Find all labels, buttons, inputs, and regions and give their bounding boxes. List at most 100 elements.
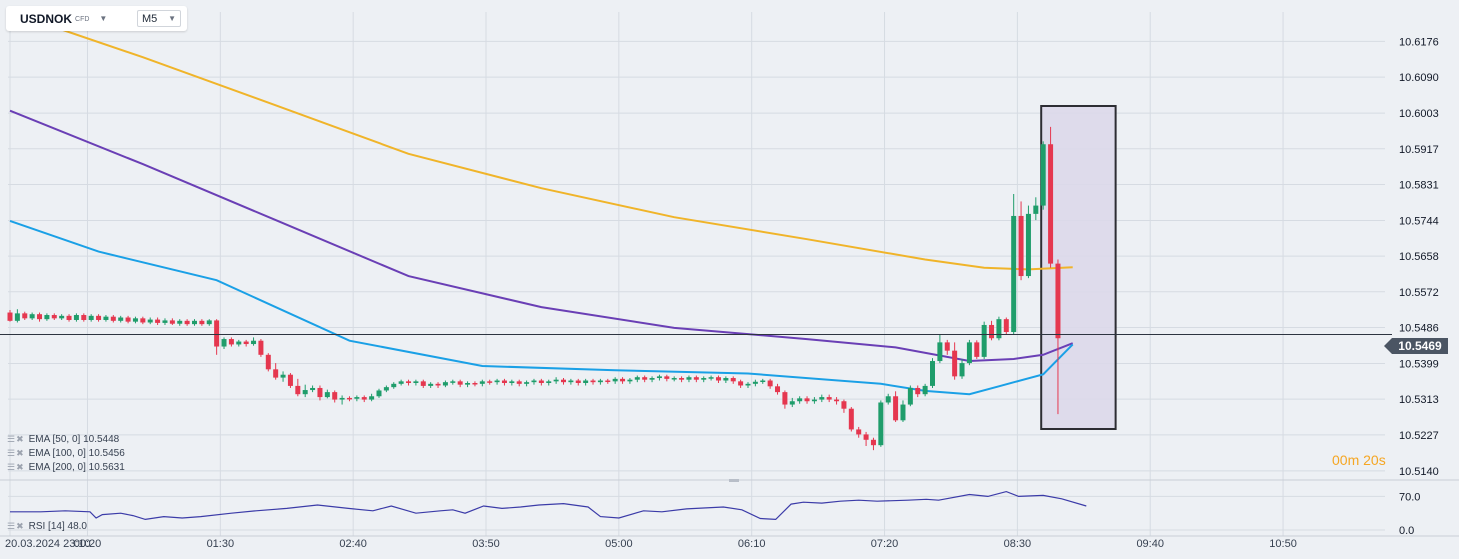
candle	[893, 396, 899, 421]
candle	[996, 319, 1002, 339]
candle	[103, 316, 109, 320]
candle	[73, 315, 79, 320]
candle	[664, 376, 670, 379]
candle	[465, 383, 471, 385]
candle	[738, 381, 744, 386]
candle	[1048, 144, 1054, 264]
candle	[834, 399, 840, 402]
candle	[686, 377, 692, 380]
candle	[29, 314, 35, 319]
candle	[162, 320, 168, 323]
price-tick-label: 10.5227	[1399, 430, 1439, 442]
symbol-dropdown-icon[interactable]: ▼	[99, 14, 108, 23]
ema50-line	[9, 219, 1074, 396]
candle	[730, 378, 736, 382]
legend-rsi: ☰✖ RSI [14] 48.0	[7, 521, 87, 532]
candle	[125, 317, 131, 322]
time-tick-label: 07:20	[871, 538, 899, 550]
candle	[236, 341, 242, 345]
candle	[612, 378, 618, 382]
candle	[937, 342, 943, 362]
current-price-tag: 10.5469	[1384, 338, 1448, 354]
candle	[501, 380, 507, 384]
candle	[885, 396, 891, 403]
candle	[361, 397, 367, 400]
candle	[900, 404, 906, 421]
candle	[192, 320, 197, 325]
candle	[391, 383, 397, 388]
candle	[280, 374, 286, 378]
candle	[701, 378, 707, 380]
candle	[302, 390, 308, 395]
legend-ema-50: ☰✖ EMA [50, 0] 10.5448	[7, 434, 119, 445]
candle	[531, 380, 537, 383]
candle	[177, 320, 183, 324]
indicator-settings-icon[interactable]: ☰✖	[7, 448, 25, 458]
candle	[413, 381, 419, 384]
candle	[155, 319, 161, 323]
candle	[265, 354, 271, 370]
symbol-name[interactable]: USDNOK	[20, 11, 73, 26]
ema100-line	[9, 109, 1074, 363]
candle	[435, 383, 441, 386]
candle	[981, 324, 987, 357]
candle	[169, 320, 175, 324]
candle	[561, 379, 566, 383]
candle	[7, 312, 13, 321]
candle	[583, 380, 589, 384]
candle	[878, 402, 884, 446]
candle	[450, 381, 456, 383]
indicator-settings-icon[interactable]: ☰✖	[7, 462, 25, 472]
candle	[649, 378, 655, 380]
candle	[398, 381, 404, 384]
legend-rsi-label: RSI [14] 48.0	[28, 521, 87, 532]
candle	[487, 381, 493, 383]
price-tick-label: 10.5140	[1399, 466, 1439, 478]
candle	[553, 379, 559, 382]
candle	[420, 381, 426, 386]
candle	[789, 401, 795, 405]
candle	[819, 397, 825, 400]
candle	[147, 319, 153, 323]
timeframe-select[interactable]: M5 ▼	[137, 10, 181, 27]
candle	[110, 316, 116, 321]
time-tick-label: 02:40	[339, 538, 367, 550]
countdown-seconds: 20	[1363, 452, 1379, 468]
candle	[22, 313, 28, 319]
candle	[317, 387, 323, 398]
candle	[656, 376, 662, 379]
candle	[51, 315, 57, 319]
candle	[66, 315, 72, 320]
candle	[324, 392, 330, 398]
candle	[346, 397, 352, 400]
candle	[37, 314, 43, 320]
candle	[442, 382, 448, 386]
price-tick-label: 10.5399	[1399, 359, 1439, 371]
candle	[679, 378, 685, 380]
price-tick-label: 10.5486	[1399, 322, 1439, 334]
candle	[767, 380, 773, 387]
candle	[693, 377, 699, 380]
candle	[752, 381, 758, 384]
candle	[590, 380, 596, 383]
candle	[287, 374, 293, 386]
candle	[369, 396, 375, 400]
time-tick-label: 01:30	[207, 538, 235, 550]
indicator-settings-icon[interactable]: ☰✖	[7, 434, 25, 444]
time-tick-label: 05:00	[605, 538, 633, 550]
rsi-line	[10, 490, 1087, 521]
candle	[273, 369, 279, 378]
candle	[930, 361, 935, 386]
candle	[575, 380, 581, 384]
candle	[184, 320, 190, 325]
candle	[96, 315, 102, 320]
candle	[620, 378, 626, 382]
legend-ema-50-label: EMA [50, 0] 10.5448	[28, 434, 120, 445]
time-tick-label: 09:40	[1136, 538, 1164, 550]
candle	[546, 381, 552, 384]
legend-ema-200: ☰✖ EMA [200, 0] 10.5631	[7, 462, 125, 473]
indicator-settings-icon[interactable]: ☰✖	[7, 521, 25, 531]
countdown-minutes: 00	[1332, 452, 1348, 468]
